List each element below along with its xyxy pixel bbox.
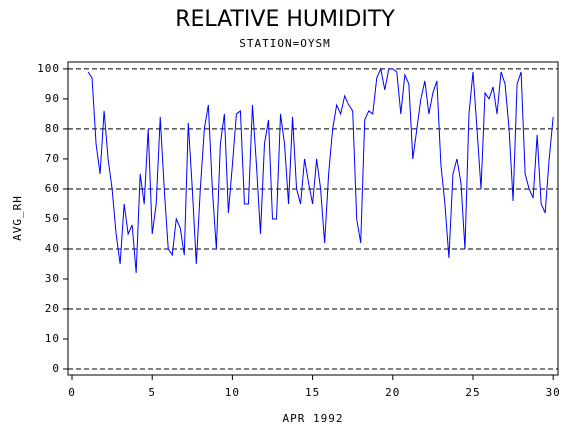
x-tick-label: 5 [148,386,156,399]
chart-subtitle: STATION=OYSM [239,37,330,50]
y-tick-label: 30 [45,272,60,285]
y-tick-label: 0 [52,362,60,375]
y-tick-label: 10 [45,332,60,345]
y-tick-label: 60 [45,182,60,195]
x-tick-label: 10 [225,386,240,399]
x-tick-label: 25 [465,386,480,399]
y-tick-label: 40 [45,242,60,255]
x-tick-label: 0 [68,386,76,399]
y-tick-label: 20 [45,302,60,315]
y-tick-label: 50 [45,212,60,225]
x-axis-label: APR 1992 [283,412,344,425]
y-tick-label: 90 [45,92,60,105]
x-tick-label: 20 [385,386,400,399]
y-tick-label: 70 [45,152,60,165]
y-axis-label: AVG_RH [11,195,24,241]
chart-title: RELATIVE HUMIDITY [175,7,395,32]
y-tick-label: 80 [45,122,60,135]
x-tick-label: 30 [546,386,561,399]
x-tick-label: 15 [305,386,320,399]
data-line [87,67,554,274]
y-tick-label: 100 [37,62,60,75]
